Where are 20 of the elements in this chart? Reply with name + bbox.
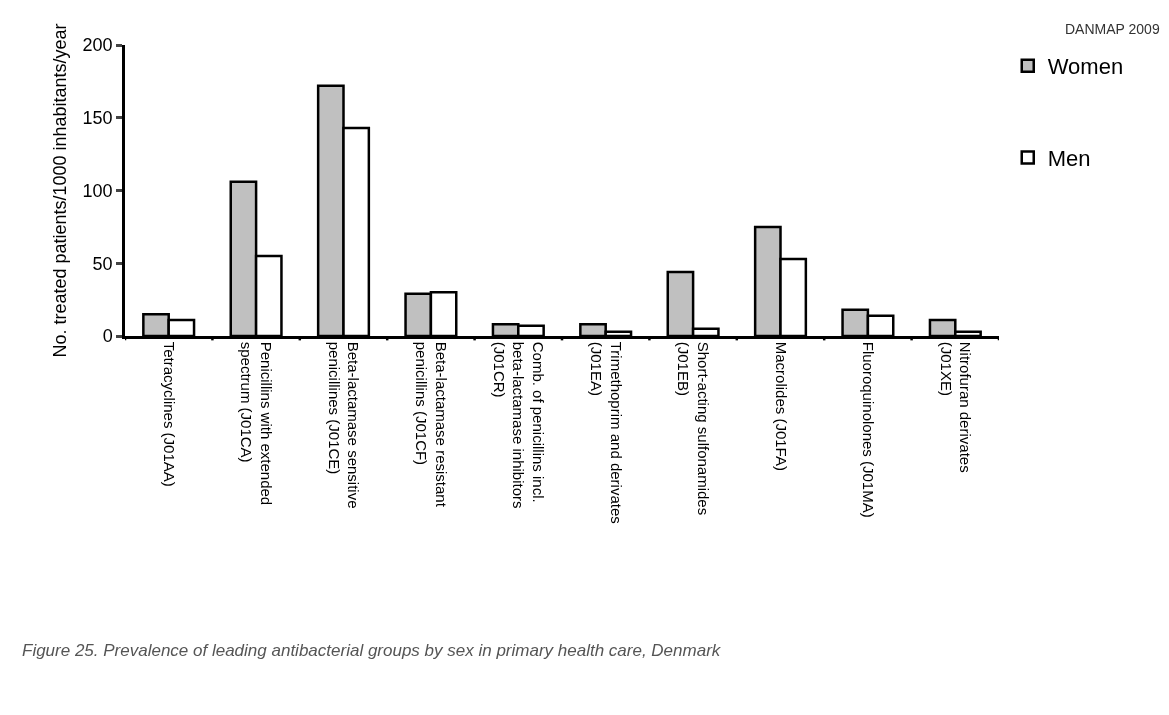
text: DANMAP 2009	[1065, 21, 1160, 37]
x-tick-label: Tetracyclines (J01AA)	[160, 341, 178, 487]
x-tick-label: Beta-lactamase resistant penicillins (J01CF)	[413, 341, 450, 508]
x-tick-label: Penicillins with extended spectrum (J01CA)	[238, 341, 275, 506]
x-tick-label: Short-acting sulfonamides (J01EB)	[675, 341, 712, 516]
y-tick-label: 50	[92, 253, 113, 274]
x-tick-label: Macrolides (J01FA)	[772, 341, 790, 471]
x-tick-label: Nitrofuran derivates (J01XE)	[937, 341, 975, 473]
caption: Figure 25. Prevalence of leading antibacterial groups by sex in primary health care, Denmark	[22, 641, 722, 660]
y-tick-label: 0	[102, 326, 113, 347]
x-tick-label: Beta-lactamase sensitive penicillines (J01CE)	[325, 341, 363, 509]
y-tick-label: 200	[82, 35, 113, 56]
x-tick-label: Fluoroquinolones (J01MA)	[860, 341, 878, 518]
y-axis-title: No. treated patients/1000 inhabitants/year	[49, 23, 70, 358]
y-tick-label: 150	[82, 108, 113, 129]
x-tick-label: Comb. of penicillins incl. beta-lactamase inhibitors (J01CR)	[490, 341, 547, 509]
legend-label: Women	[1047, 54, 1124, 80]
legend-label: Men	[1047, 145, 1091, 171]
y-tick-label: 100	[82, 180, 113, 201]
x-tick-label: Trimethoprim and derivates (J01EA)	[588, 341, 625, 524]
